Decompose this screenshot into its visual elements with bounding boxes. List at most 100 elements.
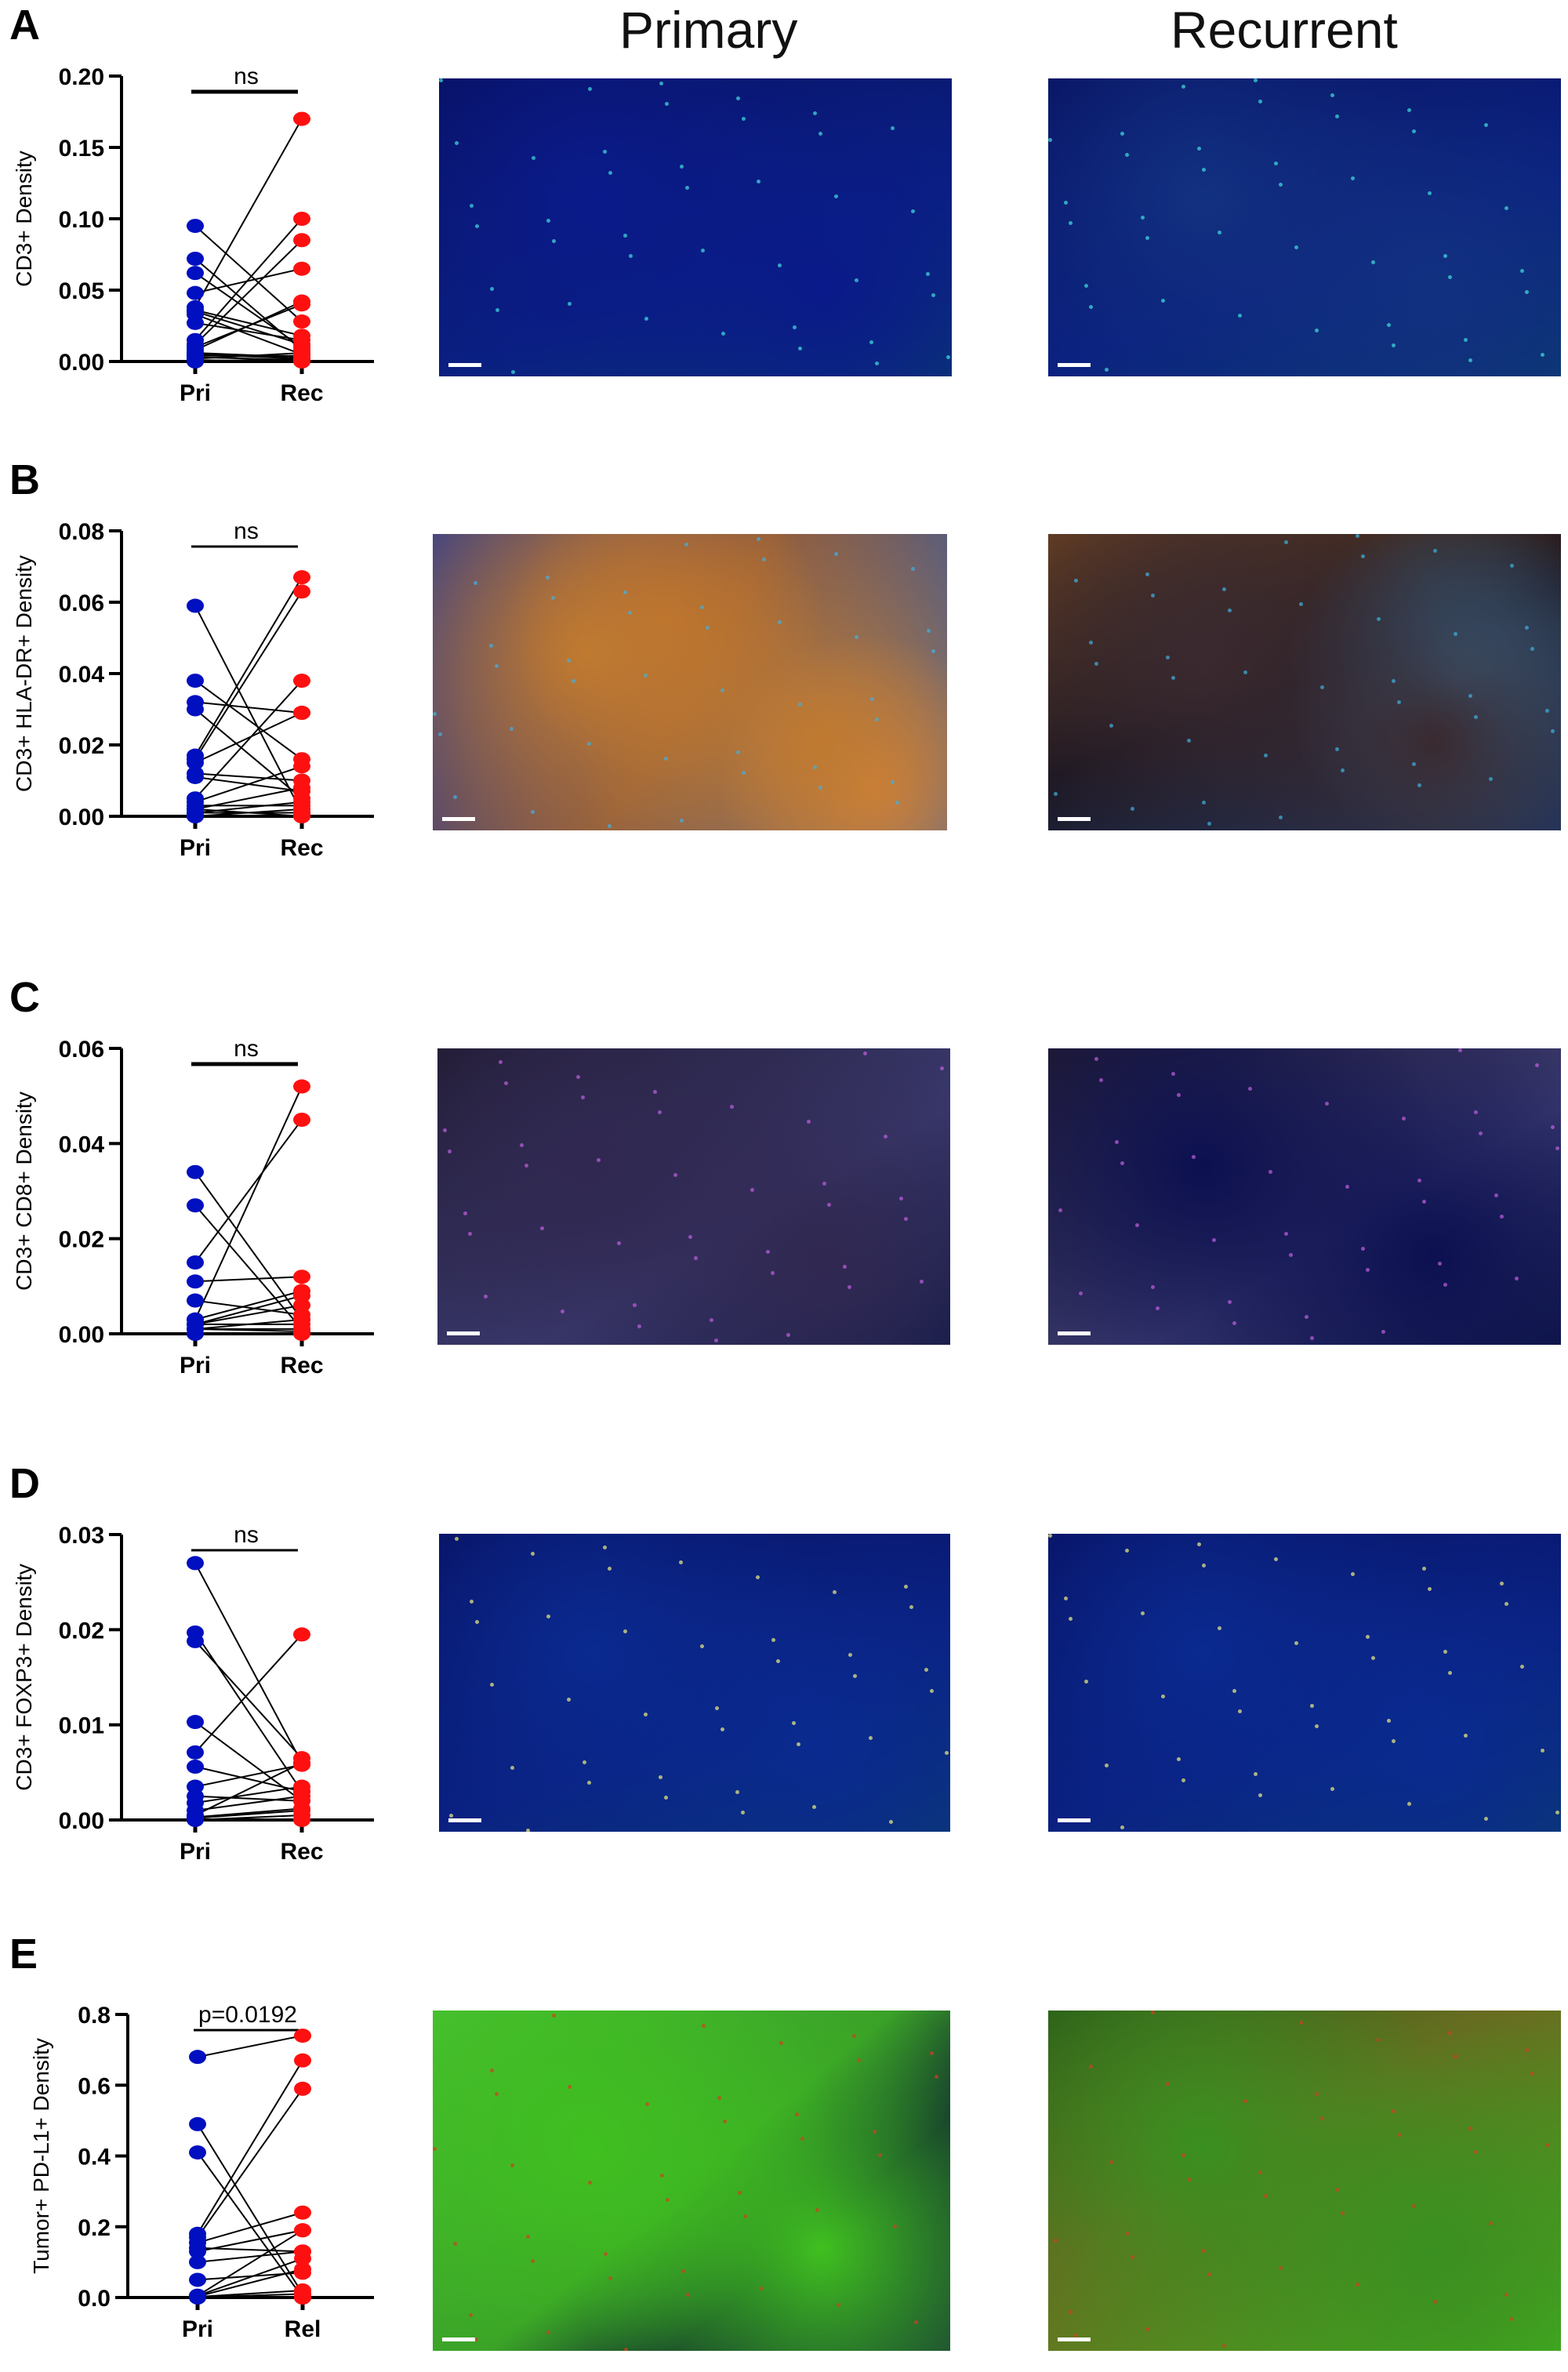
cell-marker xyxy=(1525,626,1530,630)
cell-marker xyxy=(1443,1650,1447,1655)
cell-marker xyxy=(622,1629,627,1633)
cell-marker xyxy=(1315,329,1319,333)
paired-plot: A 0.00 0.05 0.10 0.15 0.20 Pri Rec CD3+ Density n… xyxy=(9,2,374,406)
cell-marker xyxy=(720,332,725,336)
cell-marker xyxy=(1509,563,1514,568)
pair-line xyxy=(194,1119,303,1263)
cell-marker xyxy=(720,1727,724,1731)
cell-marker xyxy=(1509,2316,1514,2321)
y-tick-label: 0.6 xyxy=(78,2073,111,2099)
cell-marker xyxy=(1120,1825,1124,1830)
point-primary xyxy=(187,1811,204,1826)
pair-line xyxy=(197,2035,303,2058)
cell-marker xyxy=(666,2197,670,2202)
cell-marker xyxy=(470,203,474,208)
cell-marker xyxy=(550,596,555,601)
cell-marker xyxy=(1448,274,1453,279)
cell-marker xyxy=(883,1134,887,1139)
paired-plot: D 0.00 0.01 0.02 0.03 Pri Rec CD3+ FOXP3+ Densi… xyxy=(9,1460,374,1865)
cell-marker xyxy=(1448,2031,1453,2036)
point-primary xyxy=(187,598,204,613)
point-primary xyxy=(189,2290,206,2305)
cell-marker xyxy=(575,1075,580,1080)
point-recurrent xyxy=(293,1270,310,1284)
point-recurrent xyxy=(293,1813,310,1827)
cell-marker xyxy=(714,1339,719,1343)
cell-marker xyxy=(1504,206,1509,211)
cell-marker xyxy=(530,809,535,814)
point-primary xyxy=(187,354,204,369)
cell-marker xyxy=(715,1706,720,1711)
cell-marker xyxy=(1356,2283,1360,2287)
cell-marker xyxy=(1504,2293,1509,2298)
cell-marker xyxy=(1473,714,1478,719)
cell-marker xyxy=(1392,679,1396,684)
pair-line xyxy=(194,1171,303,1320)
y-tick-label: 0.02 xyxy=(59,733,104,759)
cell-marker xyxy=(1550,729,1555,734)
cell-marker xyxy=(1171,676,1175,681)
pair-line xyxy=(194,1795,303,1802)
cell-marker xyxy=(489,643,494,648)
pair-line xyxy=(197,2293,303,2298)
cell-marker xyxy=(1253,1772,1258,1776)
point-recurrent xyxy=(293,1756,310,1771)
cell-marker xyxy=(926,272,931,276)
cell-marker xyxy=(1130,2255,1134,2260)
cell-marker xyxy=(1253,78,1258,82)
cell-marker xyxy=(818,786,822,790)
point-recurrent xyxy=(294,2081,311,2096)
cell-marker xyxy=(1448,1670,1453,1675)
paired-plot: B 0.00 0.02 0.04 0.06 0.08 Pri Rec CD3+ HLA-DR+ … xyxy=(9,456,374,861)
cell-marker xyxy=(582,1760,586,1764)
cell-marker xyxy=(1279,183,1283,187)
cell-marker xyxy=(827,1202,832,1207)
cell-marker xyxy=(929,1688,934,1693)
cell-marker xyxy=(1227,608,1232,612)
cell-marker xyxy=(926,628,931,633)
cell-marker xyxy=(603,2252,608,2257)
cell-marker xyxy=(1494,1193,1498,1198)
cell-marker xyxy=(904,1584,909,1589)
cell-marker xyxy=(761,558,766,562)
cell-marker xyxy=(756,1575,760,1580)
scale-bar xyxy=(1058,817,1091,821)
micrograph-primary-e xyxy=(433,2011,950,2351)
cell-marker xyxy=(1273,1557,1278,1562)
cell-marker xyxy=(1099,1077,1104,1082)
cell-marker xyxy=(709,1317,713,1322)
point-recurrent xyxy=(293,1079,310,1094)
cell-marker xyxy=(1145,236,1150,241)
cell-marker xyxy=(935,2075,939,2080)
cell-marker xyxy=(1181,1778,1186,1782)
point-recurrent xyxy=(294,2223,311,2238)
cell-marker xyxy=(1422,1199,1427,1204)
pair-line xyxy=(194,801,303,814)
cell-marker xyxy=(910,209,915,214)
point-primary xyxy=(187,1556,204,1571)
cell-marker xyxy=(1258,99,1263,104)
cell-marker xyxy=(1489,2221,1494,2226)
cell-marker xyxy=(1083,1680,1088,1684)
cell-marker xyxy=(1166,2082,1171,2087)
x-tick-label: Rec xyxy=(280,380,323,406)
pair-line xyxy=(194,1762,303,1816)
pair-line xyxy=(194,1807,303,1818)
cell-marker xyxy=(539,1226,544,1230)
cell-marker xyxy=(1232,1688,1237,1693)
cell-marker xyxy=(694,1255,698,1260)
cell-marker xyxy=(811,1804,816,1809)
cell-marker xyxy=(587,87,592,92)
cell-marker xyxy=(1545,709,1550,714)
point-primary xyxy=(187,251,204,266)
cell-marker xyxy=(442,1128,447,1133)
paired-plot: C 0.00 0.02 0.04 0.06 Pri Rec CD3+ CD8+ Density… xyxy=(9,974,374,1379)
cell-marker xyxy=(525,2235,530,2239)
pair-line xyxy=(194,1785,303,1804)
pair-line xyxy=(194,1632,303,1793)
point-primary xyxy=(189,2145,206,2160)
cell-marker xyxy=(616,1240,621,1245)
pair-line xyxy=(194,309,303,337)
cell-marker xyxy=(632,1303,637,1308)
cell-marker xyxy=(1330,1787,1334,1791)
